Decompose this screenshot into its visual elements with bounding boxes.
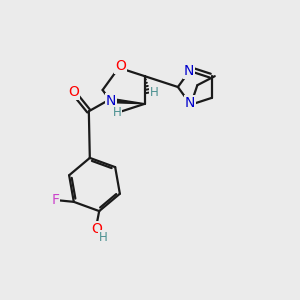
Text: H: H xyxy=(113,106,122,119)
Text: N: N xyxy=(106,94,116,108)
Polygon shape xyxy=(113,99,145,104)
Text: N: N xyxy=(184,64,194,78)
Text: O: O xyxy=(115,59,126,73)
Text: O: O xyxy=(68,85,79,99)
Text: H: H xyxy=(98,231,107,244)
Text: O: O xyxy=(91,222,102,236)
Text: H: H xyxy=(150,86,159,99)
Text: F: F xyxy=(51,194,59,207)
Text: N: N xyxy=(185,96,195,110)
